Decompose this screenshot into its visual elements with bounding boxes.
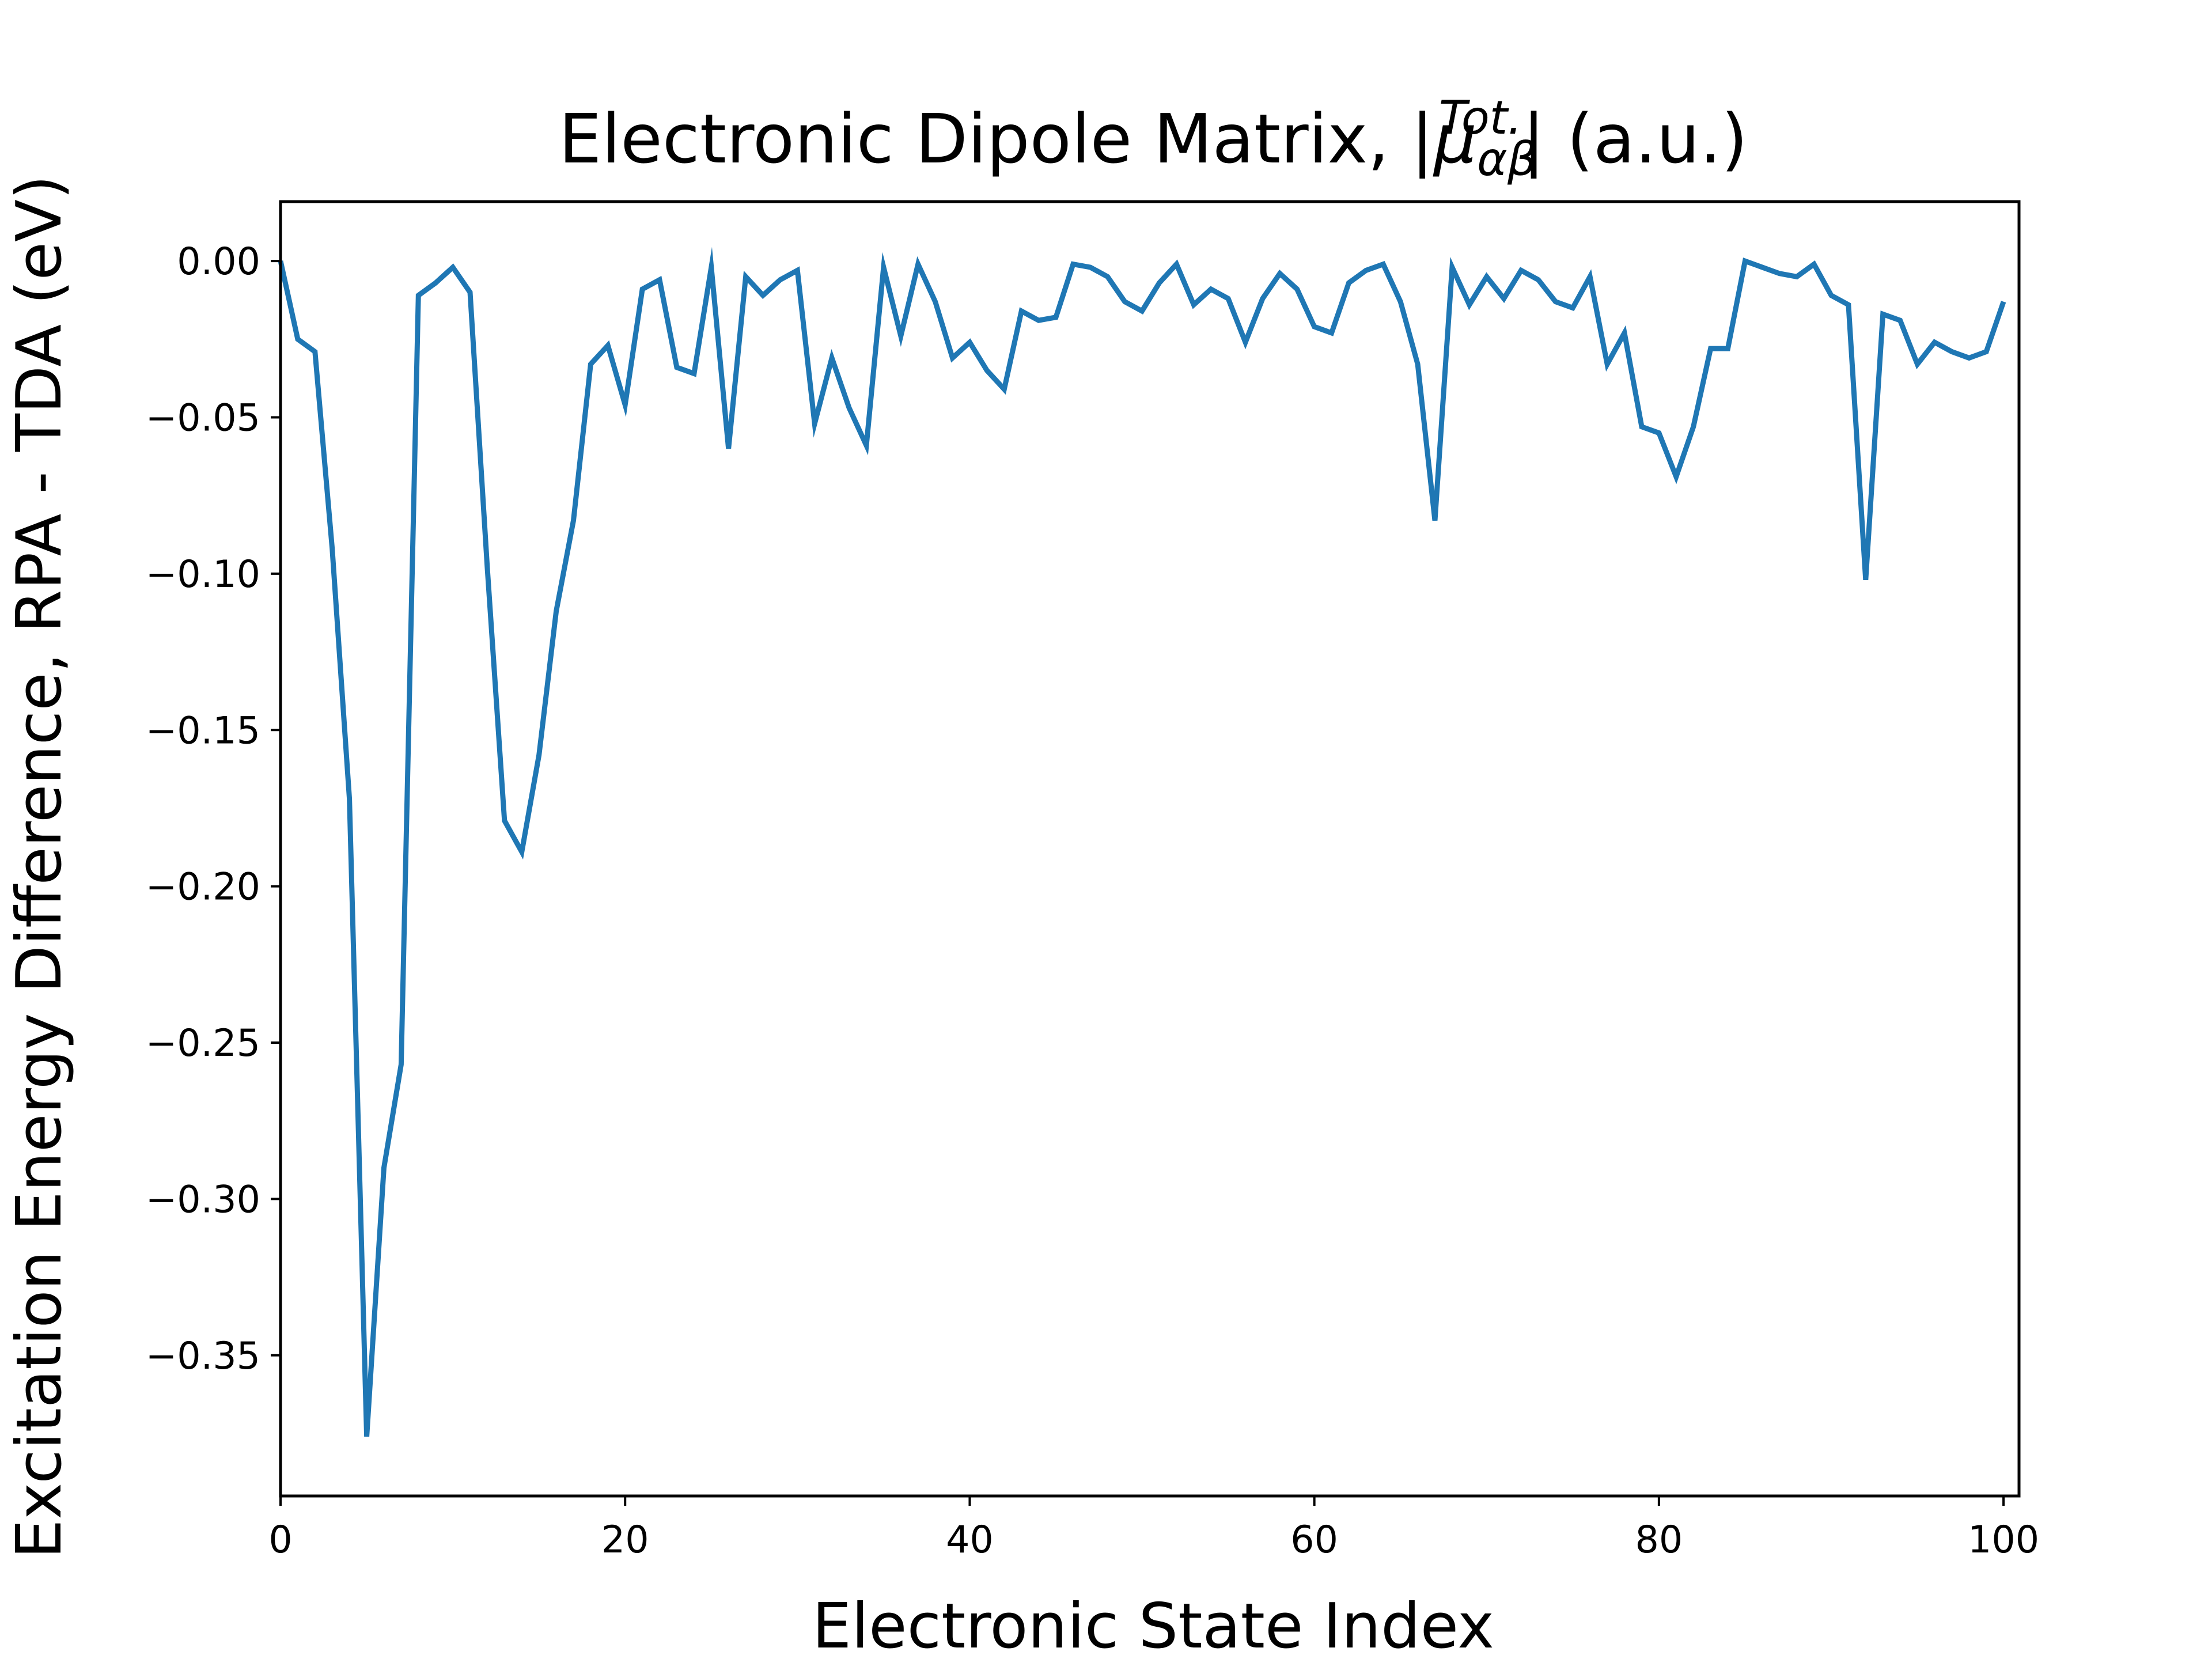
x-tick-label: 60 xyxy=(1290,1518,1338,1562)
y-tick-label: −0.35 xyxy=(146,1335,260,1378)
y-tick-label: −0.10 xyxy=(146,553,260,596)
x-tick-label: 20 xyxy=(601,1518,649,1562)
chart-title: Electronic Dipole Matrix, |μαβTot.| (a.u… xyxy=(559,91,1748,186)
x-tick-label: 100 xyxy=(1968,1518,2039,1562)
y-tick-label: −0.15 xyxy=(146,709,260,752)
x-axis-label: Electronic State Index xyxy=(812,1590,1494,1659)
x-tick-label: 80 xyxy=(1635,1518,1683,1562)
chart-title-symbol: μ xyxy=(1433,99,1477,179)
x-tick-label: 40 xyxy=(946,1518,994,1562)
chart-title-superscript: Tot. xyxy=(1439,91,1522,145)
chart-title-subscript: αβ xyxy=(1477,132,1537,186)
plot-frame xyxy=(279,200,2021,1498)
chart-title-prefix: Electronic Dipole Matrix, | xyxy=(559,99,1434,179)
y-tick-label: −0.25 xyxy=(146,1022,260,1065)
y-tick-label: −0.30 xyxy=(146,1178,260,1221)
y-tick-label: −0.05 xyxy=(146,397,260,440)
series-line-0 xyxy=(278,247,2006,1437)
y-axis-ticks: 0.00 −0.05 −0.10 −0.15 −0.20 −0.25 −0.30 −0.35 xyxy=(146,240,281,1378)
x-axis-ticks: 0 20 40 60 80 100 xyxy=(268,1496,2039,1562)
x-tick-label: 0 xyxy=(268,1518,292,1562)
y-tick-label: −0.20 xyxy=(146,866,260,909)
y-axis-label: Excitation Energy Difference, RPA - TDA … xyxy=(3,175,75,1559)
y-tick-label: 0.00 xyxy=(177,240,260,283)
chart-title-suffix: | (a.u.) xyxy=(1522,99,1748,179)
series-group xyxy=(278,247,2006,1437)
